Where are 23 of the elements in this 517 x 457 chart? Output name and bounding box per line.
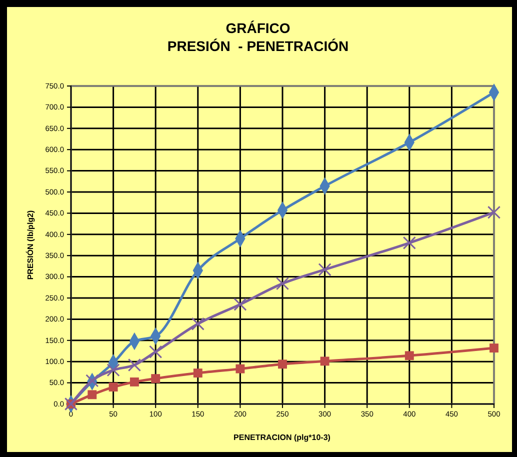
point — [320, 356, 330, 366]
point — [402, 236, 416, 250]
point — [149, 345, 162, 358]
point — [404, 351, 414, 360]
x-axis-title: PENETRACION (plg*10-3) — [234, 433, 331, 442]
point — [236, 364, 245, 374]
point — [487, 206, 501, 219]
point — [276, 277, 290, 290]
point — [88, 390, 97, 400]
point — [490, 344, 498, 353]
point — [106, 364, 120, 377]
point — [191, 317, 204, 330]
point — [234, 298, 247, 311]
chart-title: GRÁFICO — [226, 20, 290, 36]
point — [151, 374, 160, 384]
y-axis-title: PRESIÓN (lb/plg2) — [25, 210, 35, 280]
point — [108, 382, 118, 392]
point — [130, 377, 139, 386]
point — [128, 358, 142, 372]
point — [318, 263, 332, 276]
point — [193, 368, 202, 378]
chart-subtitle: PRESIÓN - PENETRACIÓN — [167, 38, 349, 54]
point — [278, 360, 287, 369]
